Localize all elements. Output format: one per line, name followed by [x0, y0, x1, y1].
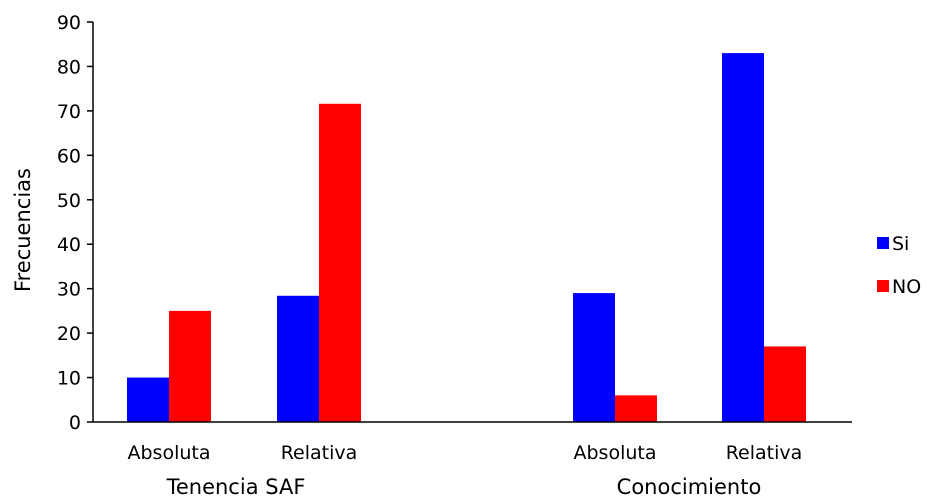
bar-no-3 [764, 346, 806, 422]
bar-si-3 [722, 53, 764, 422]
x-tick-label: Absoluta [128, 442, 211, 464]
x-tick-label: Relativa [726, 442, 803, 464]
legend-swatch-no [877, 280, 889, 292]
bar-no-1 [319, 103, 361, 423]
x-group-label: Tenencia SAF [166, 475, 306, 499]
bar-si-0 [127, 377, 169, 422]
x-group-label: Conocimiento [617, 475, 762, 499]
bar-si-2 [573, 293, 615, 422]
legend-label-si: Si [892, 233, 909, 255]
x-tick-label: Absoluta [574, 442, 657, 464]
bar-no-0 [169, 310, 211, 422]
legend: Si NO [877, 233, 921, 298]
y-tick-label: 50 [57, 190, 81, 212]
y-tick-label: 80 [57, 56, 81, 78]
x-tick-label: Relativa [281, 442, 358, 464]
y-tick-label: 40 [57, 234, 81, 256]
bars [127, 53, 806, 423]
y-tick-label: 10 [57, 368, 81, 390]
y-tick-label: 30 [57, 279, 81, 301]
y-axis: 0 10 20 30 40 50 60 70 80 90 [57, 12, 94, 434]
y-tick-label: 60 [57, 145, 81, 167]
legend-swatch-si [877, 237, 889, 249]
y-tick-label: 70 [57, 101, 81, 123]
y-tick-label: 20 [57, 323, 81, 345]
y-tick-label: 0 [69, 412, 81, 434]
bar-no-2 [615, 395, 657, 422]
legend-label-no: NO [892, 276, 921, 298]
bar-si-1 [277, 295, 319, 422]
y-tick-label: 90 [57, 12, 81, 34]
x-axis: Absoluta Relativa Tenencia SAF Absoluta Rela… [93, 421, 852, 499]
y-axis-label: Frecuencias [11, 168, 35, 292]
